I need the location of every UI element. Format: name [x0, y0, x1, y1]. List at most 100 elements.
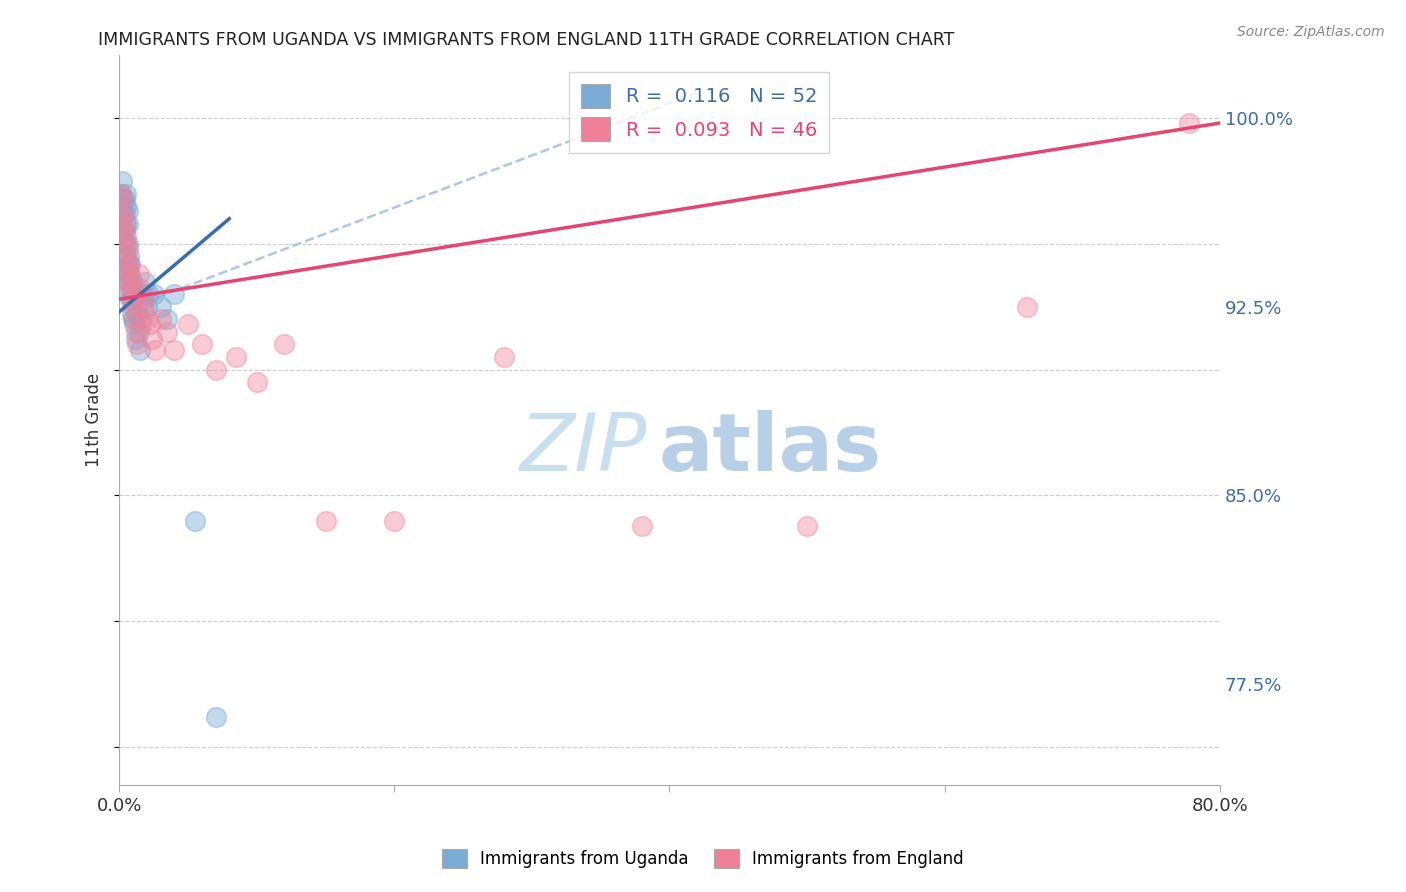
Point — [112, 224, 135, 238]
Point — [1178, 116, 1201, 130]
Point — [114, 236, 136, 251]
Point — [120, 292, 142, 306]
Point — [125, 333, 148, 347]
Point — [127, 337, 149, 351]
Point — [121, 307, 143, 321]
Point — [149, 300, 172, 314]
Text: Source: ZipAtlas.com: Source: ZipAtlas.com — [1237, 25, 1385, 39]
Point — [120, 275, 142, 289]
Point — [128, 325, 150, 339]
Point — [136, 287, 159, 301]
Point — [122, 312, 145, 326]
Point — [118, 249, 141, 263]
Point — [141, 333, 163, 347]
Point — [184, 514, 207, 528]
Point — [131, 300, 153, 314]
Point — [246, 375, 269, 389]
Point — [494, 350, 516, 364]
Point — [117, 204, 139, 219]
Point — [115, 199, 138, 213]
Point — [111, 236, 134, 251]
Point — [149, 312, 172, 326]
Point — [129, 312, 152, 326]
Point — [111, 211, 134, 226]
Point — [118, 267, 141, 281]
Text: ZIP: ZIP — [520, 410, 648, 488]
Point — [135, 300, 157, 314]
Point — [134, 275, 156, 289]
Point — [115, 249, 138, 263]
Point — [117, 242, 139, 256]
Point — [143, 343, 166, 357]
Point — [114, 192, 136, 206]
Point — [125, 325, 148, 339]
Point — [117, 262, 139, 277]
Point — [156, 325, 179, 339]
Point — [118, 257, 141, 271]
Point — [111, 207, 134, 221]
Point — [156, 312, 179, 326]
Point — [110, 211, 132, 226]
Point — [631, 518, 654, 533]
Y-axis label: 11th Grade: 11th Grade — [86, 373, 103, 467]
Text: atlas: atlas — [658, 410, 882, 488]
Point — [112, 262, 135, 277]
Point — [127, 307, 149, 321]
Point — [129, 282, 152, 296]
Point — [114, 224, 136, 238]
Point — [110, 186, 132, 201]
Point — [124, 312, 146, 326]
Point — [121, 292, 143, 306]
Point — [204, 362, 226, 376]
Point — [114, 207, 136, 221]
Point — [191, 337, 214, 351]
Point — [132, 292, 155, 306]
Point — [112, 192, 135, 206]
Point — [273, 337, 295, 351]
Point — [131, 287, 153, 301]
Point — [114, 217, 136, 231]
Point — [129, 318, 152, 332]
Point — [163, 343, 186, 357]
Point — [111, 192, 134, 206]
Point — [115, 217, 138, 231]
Point — [128, 267, 150, 281]
Point — [112, 207, 135, 221]
Point — [122, 287, 145, 301]
Point — [117, 217, 139, 231]
Point — [111, 192, 134, 206]
Point — [121, 292, 143, 306]
Point — [112, 224, 135, 238]
Point — [177, 318, 200, 332]
Point — [110, 186, 132, 201]
Point — [115, 229, 138, 244]
Point — [117, 236, 139, 251]
Point — [163, 287, 186, 301]
Point — [135, 312, 157, 326]
Point — [796, 518, 818, 533]
Point — [122, 300, 145, 314]
Point — [118, 287, 141, 301]
Point — [129, 343, 152, 357]
Point — [115, 262, 138, 277]
Point — [122, 282, 145, 296]
Point — [114, 249, 136, 263]
Point — [142, 287, 165, 301]
Point — [315, 514, 337, 528]
Point — [115, 236, 138, 251]
Point — [384, 514, 406, 528]
Legend: R =  0.116   N = 52, R =  0.093   N = 46: R = 0.116 N = 52, R = 0.093 N = 46 — [569, 72, 828, 153]
Point — [124, 318, 146, 332]
Point — [138, 318, 160, 332]
Point — [117, 257, 139, 271]
Text: IMMIGRANTS FROM UGANDA VS IMMIGRANTS FROM ENGLAND 11TH GRADE CORRELATION CHART: IMMIGRANTS FROM UGANDA VS IMMIGRANTS FRO… — [98, 31, 955, 49]
Point — [112, 204, 135, 219]
Point — [111, 174, 134, 188]
Point — [132, 292, 155, 306]
Point — [115, 186, 138, 201]
Point — [120, 257, 142, 271]
Point — [117, 275, 139, 289]
Point — [120, 282, 142, 296]
Point — [120, 267, 142, 281]
Point — [204, 710, 226, 724]
